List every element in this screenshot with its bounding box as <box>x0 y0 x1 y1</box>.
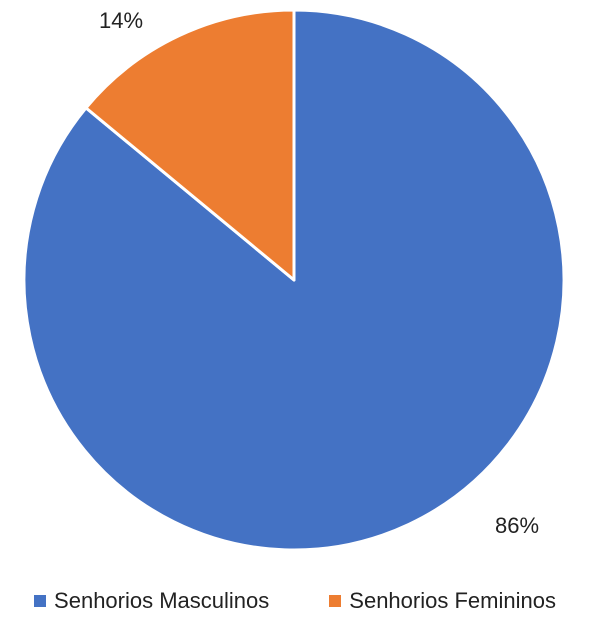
pie-data-labels: 86% 14% <box>99 8 539 538</box>
data-label-femininos: 14% <box>99 8 143 33</box>
legend-swatch-femininos <box>329 595 342 607</box>
pie-slices <box>22 8 566 552</box>
legend-label-masculinos: Senhorios Masculinos <box>54 588 270 613</box>
legend-item-masculinos: Senhorios Masculinos <box>34 588 269 614</box>
chart-legend: Senhorios Masculinos Senhorios Femininos <box>0 588 590 614</box>
legend-swatch-masculinos <box>34 595 47 607</box>
data-label-masculinos: 86% <box>495 513 539 538</box>
pie-slice-femininos <box>84 8 296 282</box>
legend-label-femininos: Senhorios Femininos <box>349 588 556 613</box>
legend-item-femininos: Senhorios Femininos <box>329 588 556 614</box>
